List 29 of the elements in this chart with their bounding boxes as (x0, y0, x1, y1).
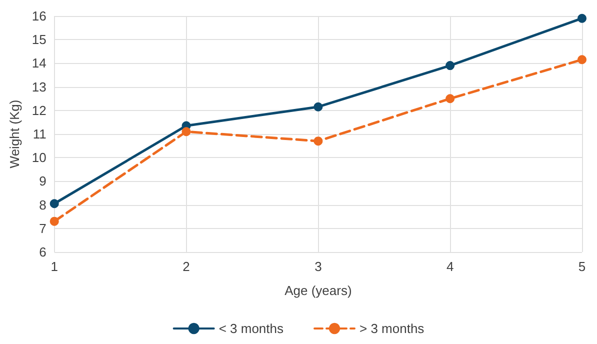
point (50, 199, 59, 208)
point (578, 55, 586, 64)
y-tick-label: 11 (32, 126, 46, 142)
y-tick-label: 15 (32, 32, 46, 48)
point (314, 102, 323, 112)
point (446, 61, 455, 70)
point (446, 94, 455, 104)
y-axis-title: Weight (Kg) (7, 100, 22, 168)
y-tick-label: 16 (32, 8, 46, 24)
x-tick-label: 4 (446, 259, 454, 274)
y-tick-label: 14 (32, 56, 46, 71)
y-tick-label: 10 (32, 150, 46, 166)
x-tick-label: 5 (578, 259, 586, 274)
legend-label: < 3 months (218, 321, 284, 336)
y-tick-label: 7 (39, 220, 46, 236)
point (182, 127, 191, 136)
x-axis-title: Age (years) (284, 283, 352, 298)
y-tick-label: 13 (32, 79, 46, 94)
legend-label: > 3 months (360, 321, 425, 336)
x-tick-label: 1 (50, 259, 58, 274)
x-tick-label: 3 (314, 259, 322, 274)
y-tick-label: 8 (39, 197, 46, 212)
y-tick-label: 9 (39, 174, 46, 189)
point (50, 216, 59, 226)
y-tick-label: 6 (39, 244, 46, 260)
point (314, 136, 323, 146)
y-tick-label: 12 (32, 102, 46, 118)
point (578, 14, 586, 23)
x-tick-label: 2 (182, 259, 190, 274)
